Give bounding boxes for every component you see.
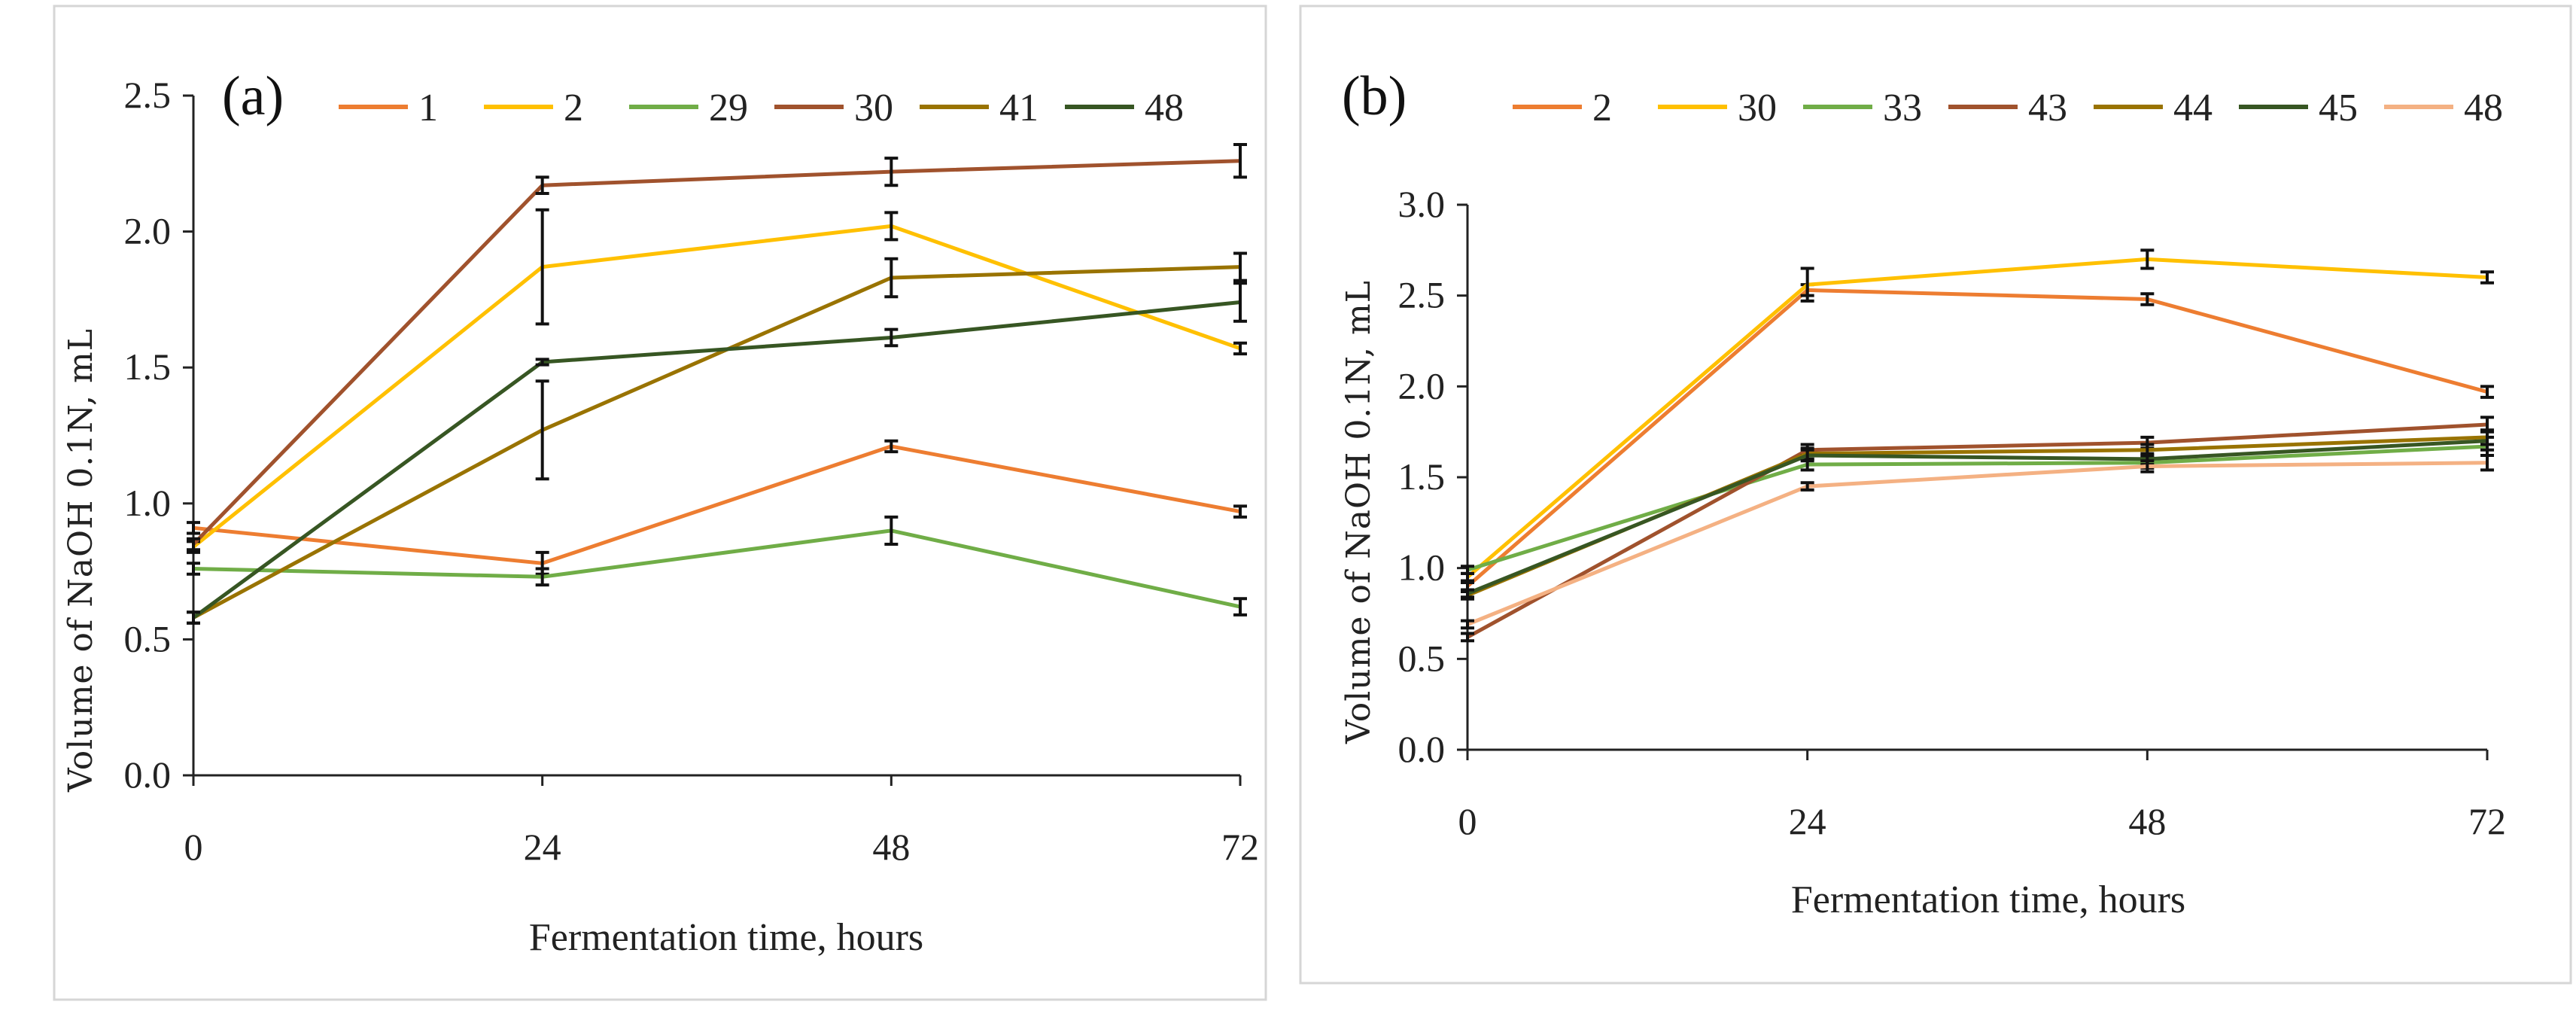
x-tick-label: 48 (2128, 800, 2166, 842)
y-tick-label: 2.5 (1398, 274, 1446, 316)
panel-a-frame (53, 5, 1267, 1001)
legend-label-30: 30 (1738, 87, 1777, 129)
series-line-30 (192, 159, 1241, 546)
legend-label-2: 2 (564, 87, 583, 129)
x-tick-label: 72 (1221, 826, 1259, 868)
legend-label-44: 44 (2173, 87, 2213, 129)
legend-label-48: 48 (2464, 87, 2503, 129)
series-line-48 (192, 300, 1241, 620)
x-axis-title: Fermentation time, hours (529, 916, 923, 959)
panel-label: (a) (222, 65, 284, 127)
y-tick-label: 1.5 (1398, 455, 1446, 498)
panel-label: (b) (1342, 65, 1407, 127)
chart-panel-a: (a) Fermentation time, hours Volume of N… (62, 65, 1259, 959)
legend-label-48: 48 (1145, 87, 1184, 129)
legend-label-30: 30 (854, 87, 893, 129)
series-line-1 (193, 444, 1241, 565)
y-tick-label: 2.5 (124, 74, 172, 116)
legend-label-1: 1 (418, 87, 438, 129)
x-tick-label: 0 (184, 826, 203, 868)
series-line-33 (1467, 444, 2488, 572)
y-tick-label: 3.0 (1398, 183, 1446, 225)
y-tick-label: 0.0 (1398, 728, 1446, 770)
series-line-41 (192, 265, 1241, 620)
series-line-45 (1467, 439, 2488, 595)
y-tick-label: 1.0 (1398, 546, 1446, 589)
y-tick-label: 1.5 (124, 346, 172, 388)
x-tick-label: 24 (524, 826, 561, 868)
y-tick-label: 0.5 (1398, 637, 1446, 679)
legend-label-33: 33 (1883, 87, 1922, 129)
y-tick-label: 2.0 (124, 210, 172, 252)
y-tick-label: 0.5 (124, 617, 172, 659)
legend-label-43: 43 (2028, 87, 2067, 129)
series-line-43 (1466, 422, 2488, 639)
x-tick-label: 24 (1789, 800, 1826, 842)
legend-label-2: 2 (1592, 87, 1612, 129)
series-line-48 (1467, 461, 2488, 626)
series-line-30 (1466, 257, 2488, 579)
y-tick-label: 0.0 (124, 753, 172, 796)
series-line-44 (1467, 435, 2488, 598)
series-line-2 (1466, 288, 2488, 588)
x-tick-label: 48 (872, 826, 910, 868)
y-tick-label: 1.0 (124, 482, 172, 524)
y-axis-title: Volume of NaOH 0.1N, mL (1340, 280, 1378, 744)
legend-label-45: 45 (2319, 87, 2358, 129)
legend-label-41: 41 (999, 87, 1039, 129)
x-tick-label: 72 (2468, 800, 2506, 842)
y-tick-label: 2.0 (1398, 364, 1446, 406)
legend-label-29: 29 (709, 87, 748, 129)
panel-b-frame (1299, 5, 2572, 985)
x-tick-label: 0 (1458, 800, 1477, 842)
y-axis-title: Volume of NaOH 0.1N, mL (62, 328, 100, 793)
series-line-29 (193, 528, 1241, 609)
x-axis-title: Fermentation time, hours (1791, 878, 2185, 921)
series-line-2 (192, 224, 1241, 549)
chart-panel-b: (b) Fermentation time, hours Volume of N… (1340, 65, 2506, 921)
